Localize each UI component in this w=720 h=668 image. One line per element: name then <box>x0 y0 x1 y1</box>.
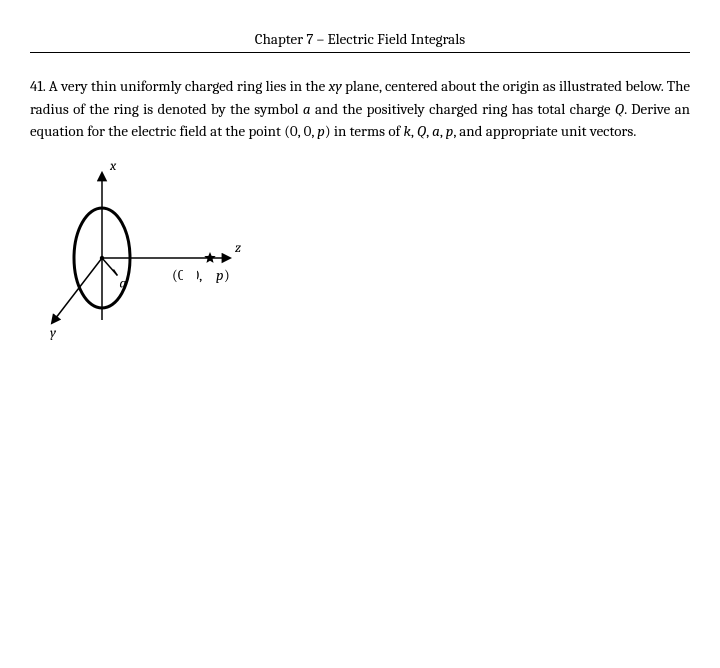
svg-text:y: y <box>50 324 57 341</box>
svg-text:): ) <box>224 266 230 284</box>
svg-text:a: a <box>119 274 126 291</box>
chapter-title: Chapter 7 – Electric Field Integrals <box>30 30 690 52</box>
xy-plane: xy <box>329 77 342 95</box>
sym-p: p <box>317 122 325 140</box>
problem-number: 41. <box>30 77 45 95</box>
text: in terms of <box>331 122 404 140</box>
svg-text:p: p <box>216 266 224 284</box>
ring-diagram: xzya(0, 0, p) <box>40 153 280 343</box>
svg-text:x: x <box>109 157 117 174</box>
radius-symbol: a <box>303 100 311 118</box>
figure: xzya(0, 0, p) <box>40 153 690 343</box>
point-inline: (0, 0, p) <box>284 122 330 140</box>
text: , and appropriate unit vectors. <box>453 122 636 140</box>
sym-k: k <box>404 122 411 140</box>
text: and the positively charged ring has tota… <box>311 100 615 118</box>
sym-Q: Q <box>417 122 426 140</box>
charge-symbol: Q <box>615 100 624 118</box>
sym-a: a <box>432 122 440 140</box>
divider <box>30 52 690 53</box>
text: A very thin uniformly charged ring lies … <box>49 77 329 95</box>
problem-text: 41. A very thin uniformly charged ring l… <box>30 75 690 143</box>
svg-text:z: z <box>235 239 241 256</box>
